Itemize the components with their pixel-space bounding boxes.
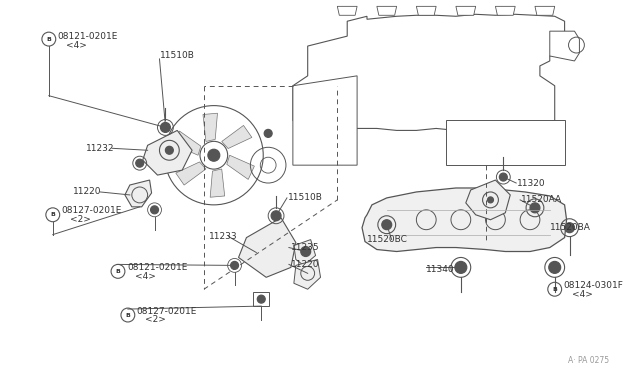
Text: 11235: 11235 xyxy=(291,243,319,252)
Text: 11510B: 11510B xyxy=(159,51,195,61)
Circle shape xyxy=(301,247,310,256)
Polygon shape xyxy=(337,6,357,15)
Circle shape xyxy=(271,211,281,221)
Circle shape xyxy=(165,146,173,154)
Text: B: B xyxy=(46,36,51,42)
Text: 08127-0201E: 08127-0201E xyxy=(137,307,197,315)
Text: <4>: <4> xyxy=(66,41,86,49)
Text: <4>: <4> xyxy=(572,290,593,299)
Polygon shape xyxy=(377,6,397,15)
Circle shape xyxy=(230,262,239,269)
Text: <4>: <4> xyxy=(135,272,156,281)
Polygon shape xyxy=(362,188,566,251)
Polygon shape xyxy=(535,6,555,15)
Text: 11320: 11320 xyxy=(517,179,546,187)
Polygon shape xyxy=(294,259,321,289)
Text: 11220: 11220 xyxy=(291,260,319,269)
Text: <2>: <2> xyxy=(145,315,166,324)
Text: B: B xyxy=(51,212,55,217)
Polygon shape xyxy=(293,76,357,165)
Text: A· PA 0275: A· PA 0275 xyxy=(568,356,609,365)
Polygon shape xyxy=(456,6,476,15)
Polygon shape xyxy=(446,121,564,165)
Text: 11220: 11220 xyxy=(72,187,101,196)
Polygon shape xyxy=(417,6,436,15)
Text: 11520BC: 11520BC xyxy=(367,235,408,244)
Polygon shape xyxy=(550,31,579,61)
Circle shape xyxy=(208,149,220,161)
Circle shape xyxy=(455,262,467,273)
Polygon shape xyxy=(221,125,252,148)
Circle shape xyxy=(150,206,159,214)
Polygon shape xyxy=(210,169,225,197)
Circle shape xyxy=(564,223,575,232)
Text: 11510B: 11510B xyxy=(288,193,323,202)
Polygon shape xyxy=(173,131,201,155)
Circle shape xyxy=(530,203,540,213)
Text: 08121-0201E: 08121-0201E xyxy=(127,263,188,272)
Circle shape xyxy=(136,159,143,167)
Polygon shape xyxy=(466,180,510,220)
Circle shape xyxy=(488,197,493,203)
Circle shape xyxy=(382,220,392,230)
Polygon shape xyxy=(176,162,206,185)
Circle shape xyxy=(161,122,170,132)
Polygon shape xyxy=(293,14,564,131)
Polygon shape xyxy=(203,113,218,141)
Text: <2>: <2> xyxy=(70,215,90,224)
Polygon shape xyxy=(253,292,269,306)
Circle shape xyxy=(548,262,561,273)
Text: 11233: 11233 xyxy=(209,232,237,241)
Text: 11520BA: 11520BA xyxy=(550,223,591,232)
Polygon shape xyxy=(239,218,296,277)
Text: B: B xyxy=(116,269,120,274)
Text: B: B xyxy=(552,287,557,292)
Text: 08124-0301F: 08124-0301F xyxy=(564,281,623,290)
Circle shape xyxy=(264,129,272,137)
Polygon shape xyxy=(227,155,254,179)
Polygon shape xyxy=(125,180,152,207)
Text: 08127-0201E: 08127-0201E xyxy=(61,206,122,215)
Circle shape xyxy=(257,295,265,303)
Text: 11520AA: 11520AA xyxy=(521,195,563,204)
Polygon shape xyxy=(294,240,316,265)
Text: 11340: 11340 xyxy=(426,265,455,274)
Polygon shape xyxy=(495,6,515,15)
Circle shape xyxy=(499,173,508,181)
Text: 11232: 11232 xyxy=(86,144,115,153)
Text: 08121-0201E: 08121-0201E xyxy=(58,32,118,41)
Text: B: B xyxy=(125,312,131,318)
Polygon shape xyxy=(143,131,192,175)
